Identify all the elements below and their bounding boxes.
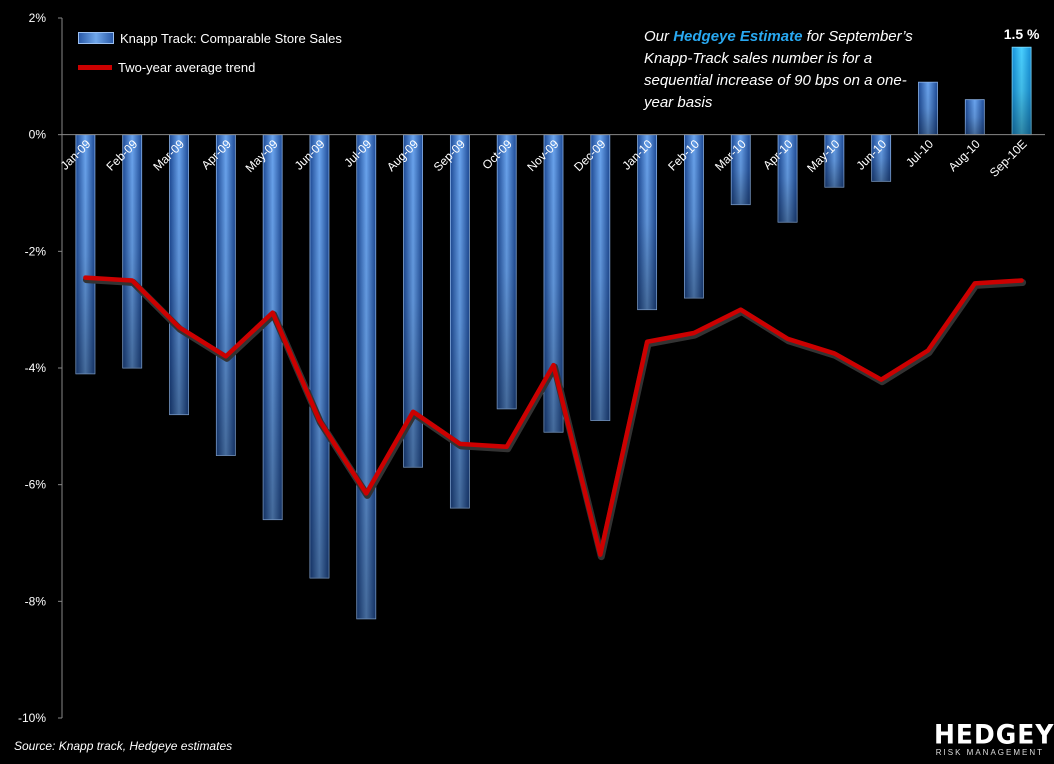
bar-shade	[216, 134, 236, 456]
data-label-sep-10e: 1.5 %	[1004, 26, 1040, 42]
y-tick-label: -4%	[25, 361, 47, 375]
y-tick-labels: 2% 0% -2% -4% -6% -8% -10%	[18, 11, 46, 725]
legend-label-bars: Knapp Track: Comparable Store Sales	[120, 30, 342, 46]
bar-shade	[731, 134, 751, 205]
bar-shade	[403, 134, 423, 468]
bar-shade	[75, 134, 95, 374]
bar-series	[75, 46, 1032, 620]
y-tick-label: -6%	[25, 478, 47, 492]
legend-entry-bars: Knapp Track: Comparable Store Sales	[78, 28, 342, 48]
x-tick-label: Aug-10	[946, 137, 983, 174]
annotation-suffix: for September’s Knapp-Track sales number…	[644, 28, 913, 111]
trend-line	[83, 275, 1024, 557]
bar-shade	[871, 134, 891, 182]
legend-entry-line: Two-year average trend	[78, 57, 342, 77]
bar-shade	[356, 134, 376, 619]
y-tick-label: -2%	[25, 244, 47, 258]
y-tick-label: -10%	[18, 711, 46, 725]
x-tick-label: Sep-10E	[987, 137, 1030, 180]
logo-tagline: RISK MANAGEMENT	[935, 748, 1044, 757]
bar-shade	[169, 134, 189, 415]
annotation-highlight: Hedgeye Estimate	[673, 28, 803, 45]
x-tick-label: Jul-10	[903, 137, 936, 170]
y-tick-label: -8%	[25, 594, 47, 608]
y-tick-label: 2%	[29, 11, 47, 25]
legend-swatch-bar	[78, 32, 114, 44]
bar-shade	[497, 134, 517, 409]
logo-wordmark: HEDGEYE	[934, 719, 1054, 750]
estimate-annotation: Our Hedgeye Estimate for September’s Kna…	[644, 26, 924, 114]
legend-label-line: Two-year average trend	[118, 59, 256, 75]
y-tick-label: 0%	[29, 128, 47, 142]
legend-swatch-line	[78, 64, 112, 70]
bar-shade	[590, 134, 610, 421]
bar-shade	[1012, 47, 1032, 135]
source-note: Source: Knapp track, Hedgeye estimates	[14, 739, 233, 753]
bar-shade	[263, 134, 283, 520]
bar-shade	[918, 82, 938, 135]
bar-shade	[637, 134, 657, 310]
bar-shade	[544, 134, 563, 433]
legend: Knapp Track: Comparable Store Sales Two-…	[78, 28, 342, 86]
bar-shade	[309, 134, 329, 578]
bar-shade	[965, 99, 985, 135]
trend-line-series	[82, 275, 1027, 561]
bar-shade	[684, 134, 704, 298]
bar-shade	[824, 134, 844, 188]
bar-shade	[450, 134, 470, 508]
bar-shade	[778, 134, 798, 223]
bar-shade	[122, 134, 142, 368]
annotation-prefix: Our	[644, 28, 674, 45]
axes	[58, 17, 1045, 719]
hedgeye-logo: HEDGEYE RISK MANAGEMENT	[934, 719, 1054, 758]
